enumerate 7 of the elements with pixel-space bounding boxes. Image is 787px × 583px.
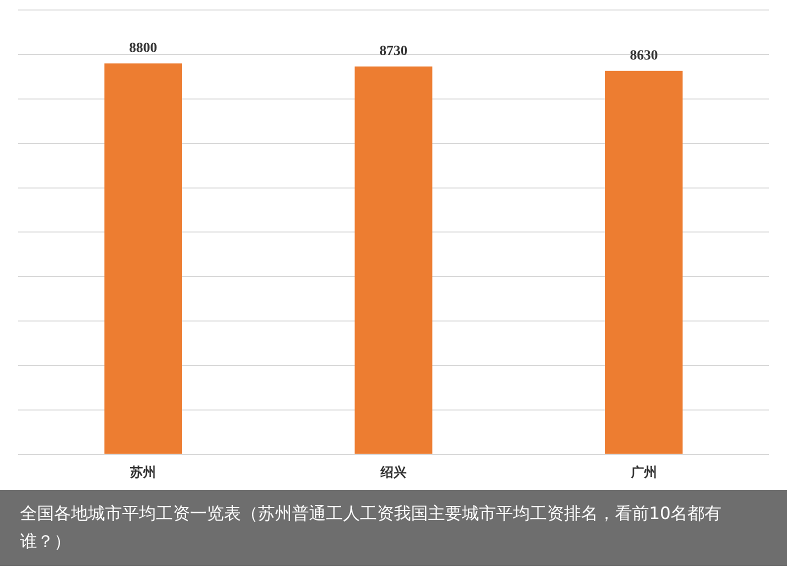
data-label: 8730: [380, 44, 408, 60]
data-label: 8630: [630, 48, 658, 64]
x-tick-label: 绍兴: [380, 464, 406, 481]
x-tick-label: 苏州: [129, 466, 156, 481]
x-tick-label: 广州: [630, 464, 657, 481]
text: 全国各地城市平均工资一览表（苏州普通工人工资我国主要城市平均工资排名，看前10名都有谁？）: [20, 503, 723, 554]
data-label: 8800: [129, 40, 158, 56]
